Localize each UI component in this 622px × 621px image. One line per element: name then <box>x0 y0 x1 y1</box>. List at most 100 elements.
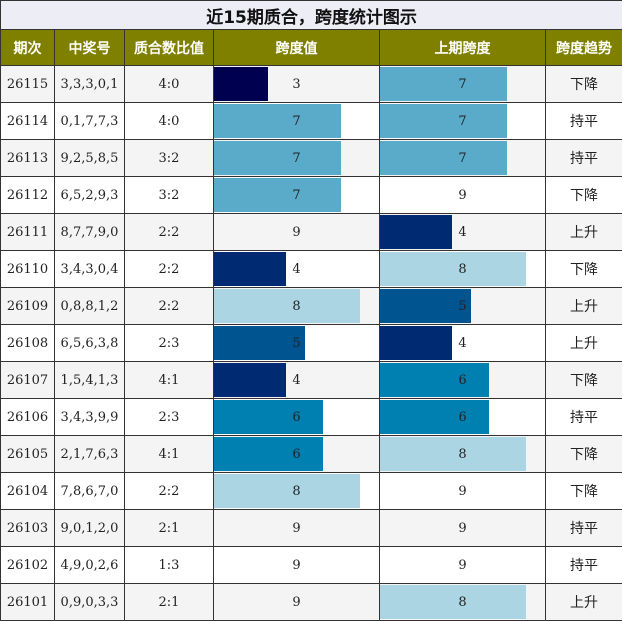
numbers-cell: 9,0,1,2,0 <box>54 509 125 547</box>
span-bar <box>214 178 341 212</box>
numbers-cell: 8,7,7,9,0 <box>54 213 125 251</box>
span-cell: 6 <box>213 398 380 436</box>
ratio-cell: 2:2 <box>124 472 214 510</box>
issue-cell: 26109 <box>0 287 55 325</box>
numbers-cell: 6,5,6,3,8 <box>54 324 125 362</box>
table-row: 26108 6,5,6,3,8 2:3 5 4 上升 <box>0 324 622 362</box>
ratio-cell: 3:2 <box>124 139 214 177</box>
prev-span-label: 7 <box>458 150 467 166</box>
prev-span-cell: 7 <box>379 65 546 103</box>
span-cell: 4 <box>213 361 380 399</box>
prev-span-label: 5 <box>458 298 467 314</box>
trend-cell: 上升 <box>544 213 622 251</box>
ratio-cell: 2:2 <box>124 213 214 251</box>
numbers-cell: 4,9,0,2,6 <box>54 546 125 584</box>
table-row: 26103 9,0,1,2,0 2:1 9 9 持平 <box>0 509 622 547</box>
issue-cell: 26115 <box>0 65 55 103</box>
ratio-cell: 2:1 <box>124 583 214 621</box>
issue-cell: 26114 <box>0 102 55 140</box>
issue-cell: 26107 <box>0 361 55 399</box>
ratio-cell: 2:1 <box>124 509 214 547</box>
span-bar <box>214 363 286 397</box>
table-row: 26102 4,9,0,2,6 1:3 9 9 持平 <box>0 546 622 584</box>
header-span: 跨度值 <box>213 29 380 66</box>
table-row: 26113 9,2,5,8,5 3:2 7 7 持平 <box>0 139 622 177</box>
trend-cell: 下降 <box>544 361 622 399</box>
prev-span-cell: 6 <box>379 361 546 399</box>
prev-span-cell: 8 <box>379 250 546 288</box>
prev-span-label: 8 <box>458 446 467 462</box>
span-label: 4 <box>292 372 301 388</box>
trend-cell: 上升 <box>544 583 622 621</box>
ratio-cell: 4:0 <box>124 102 214 140</box>
trend-cell: 上升 <box>544 324 622 362</box>
prev-span-cell: 4 <box>379 324 546 362</box>
issue-cell: 26106 <box>0 398 55 436</box>
ratio-cell: 4:0 <box>124 65 214 103</box>
header-row: 期次 中奖号 质合数比值 跨度值 上期跨度 跨度趋势 <box>0 29 622 66</box>
trend-cell: 持平 <box>544 546 622 584</box>
prev-span-bar <box>380 437 526 471</box>
span-bar <box>214 326 305 360</box>
span-cell: 9 <box>213 213 380 251</box>
prev-span-cell: 9 <box>379 509 546 547</box>
table-row: 26110 3,4,3,0,4 2:2 4 8 下降 <box>0 250 622 288</box>
span-label: 9 <box>292 594 301 610</box>
span-label: 8 <box>292 298 301 314</box>
ratio-cell: 4:1 <box>124 361 214 399</box>
ratio-cell: 2:3 <box>124 398 214 436</box>
prev-span-bar <box>380 326 452 360</box>
table-row: 26112 6,5,2,9,3 3:2 7 9 下降 <box>0 176 622 214</box>
span-bar <box>214 141 341 175</box>
prev-span-bar <box>380 252 526 286</box>
span-bar <box>214 400 323 434</box>
span-cell: 9 <box>213 509 380 547</box>
prev-span-cell: 9 <box>379 472 546 510</box>
span-cell: 7 <box>213 176 380 214</box>
span-label: 7 <box>292 187 301 203</box>
numbers-cell: 7,8,6,7,0 <box>54 472 125 510</box>
span-cell: 3 <box>213 65 380 103</box>
header-numbers: 中奖号 <box>54 29 125 66</box>
ratio-cell: 2:2 <box>124 287 214 325</box>
prev-span-bar <box>380 585 526 619</box>
prev-span-bar <box>380 141 507 175</box>
span-cell: 9 <box>213 583 380 621</box>
trend-cell: 下降 <box>544 435 622 473</box>
header-issue: 期次 <box>0 29 55 66</box>
span-label: 7 <box>292 150 301 166</box>
prev-span-bar <box>380 400 489 434</box>
issue-cell: 26105 <box>0 435 55 473</box>
numbers-cell: 3,4,3,0,4 <box>54 250 125 288</box>
trend-cell: 下降 <box>544 65 622 103</box>
span-label: 3 <box>292 76 301 92</box>
numbers-cell: 3,4,3,9,9 <box>54 398 125 436</box>
span-cell: 9 <box>213 546 380 584</box>
prev-span-bar <box>380 363 489 397</box>
prev-span-label: 4 <box>458 335 467 351</box>
table-row: 26101 0,9,0,3,3 2:1 9 8 上升 <box>0 583 622 621</box>
ratio-cell: 4:1 <box>124 435 214 473</box>
span-bar <box>214 289 360 323</box>
prev-span-cell: 9 <box>379 546 546 584</box>
prev-span-label: 9 <box>458 520 467 536</box>
span-bar <box>214 67 268 101</box>
span-bar <box>214 437 323 471</box>
numbers-cell: 9,2,5,8,5 <box>54 139 125 177</box>
ratio-cell: 2:2 <box>124 250 214 288</box>
prev-span-label: 7 <box>458 76 467 92</box>
prev-span-cell: 6 <box>379 398 546 436</box>
trend-cell: 下降 <box>544 176 622 214</box>
table-row: 26105 2,1,7,6,3 4:1 6 8 下降 <box>0 435 622 473</box>
table-row: 26115 3,3,3,0,1 4:0 3 7 下降 <box>0 65 622 103</box>
span-label: 8 <box>292 483 301 499</box>
ratio-cell: 3:2 <box>124 176 214 214</box>
span-bar <box>214 252 286 286</box>
header-trend: 跨度趋势 <box>544 29 622 66</box>
trend-cell: 持平 <box>544 139 622 177</box>
span-cell: 6 <box>213 435 380 473</box>
span-bar <box>214 474 360 508</box>
span-label: 7 <box>292 113 301 129</box>
